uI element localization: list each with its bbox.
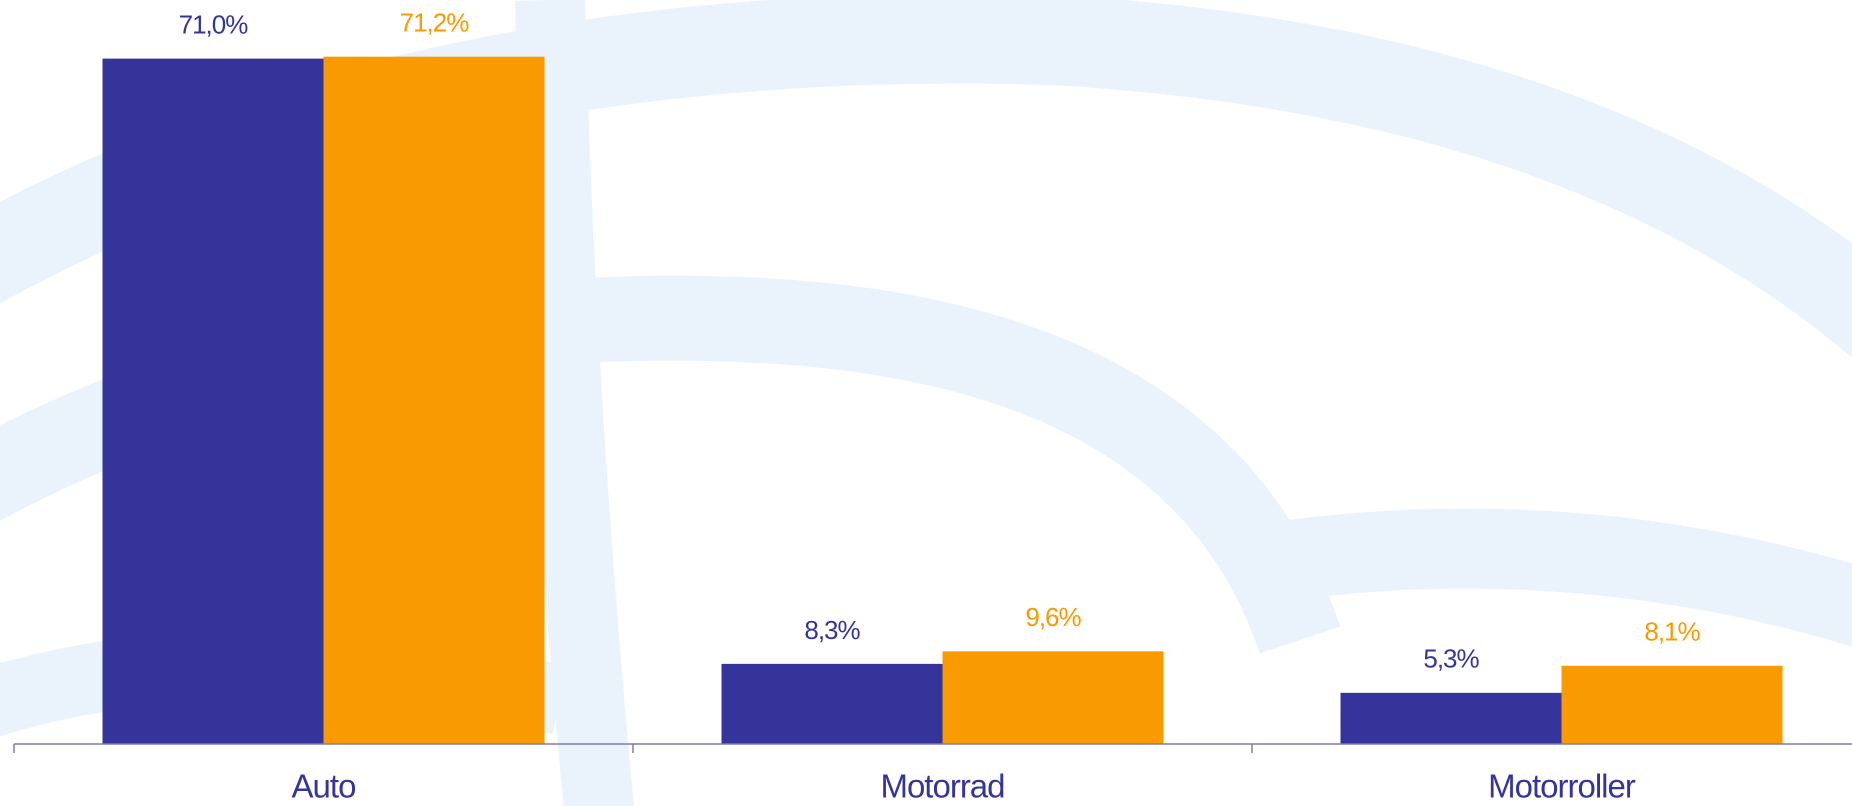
bar: [721, 663, 943, 744]
value-label: 71,2%: [400, 8, 470, 38]
x-tick-label: Motorroller: [1488, 768, 1636, 805]
value-label: 8,3%: [804, 615, 860, 645]
bar: [942, 651, 1164, 744]
value-label: 71,0%: [179, 9, 249, 39]
bar: [102, 58, 324, 744]
x-tick-label: Auto: [292, 768, 356, 805]
bar: [323, 56, 545, 744]
value-label: 5,3%: [1423, 644, 1479, 674]
value-label: 9,6%: [1025, 602, 1081, 632]
bar: [1561, 665, 1783, 744]
bar: [1340, 692, 1562, 744]
value-label: 8,1%: [1644, 617, 1700, 647]
x-tick-label: Motorrad: [880, 768, 1004, 805]
